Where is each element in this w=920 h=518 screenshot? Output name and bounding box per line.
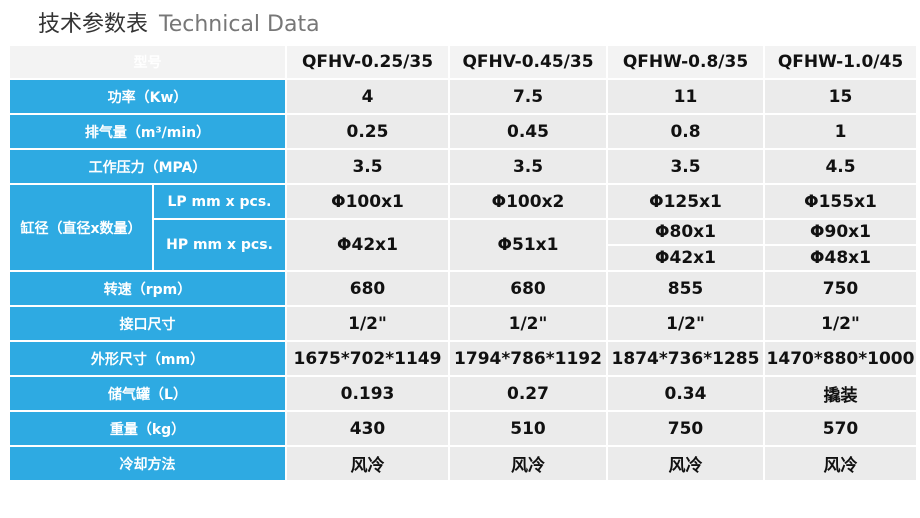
value-cell: 11 [606,78,765,115]
label-cell: 冷却方法 [8,445,287,482]
value-cell: 风冷 [448,445,608,482]
value-cell: 750 [763,270,918,307]
value-cell: 风冷 [606,445,765,482]
label-cell: 重量（kg） [8,410,287,447]
value-cell: QFHV-0.45/35 [448,44,608,80]
label-cell: 工作压力（MPA） [8,148,287,185]
value-cell: Φ42x1 [606,244,765,272]
value-cell: 1/2" [763,305,918,342]
spec-table: 型号 QFHV-0.25/35 QFHV-0.45/35 QFHW-0.8/35 QFH… [8,44,918,482]
label-cell: 转速（rpm） [8,270,287,307]
value-cell: 0.8 [606,113,765,150]
value-cell: 撬装 [763,375,918,412]
label-cell: 外形尺寸（mm） [8,340,287,377]
value-cell: 4.5 [763,148,918,185]
table-row: Φ42x1 Φ48x1 [9,244,918,272]
value-cell: 1/2" [606,305,765,342]
value-cell: 3.5 [285,148,450,185]
value-cell: 680 [285,270,450,307]
value-cell: 1/2" [448,305,608,342]
value-cell: Φ125x1 [606,183,765,220]
value-cell: 风冷 [763,445,918,482]
value-cell: 1 [763,113,918,150]
value-cell: QFHV-0.25/35 [285,44,450,80]
table-row: 外形尺寸（mm） 1675*702*1149 1794*786*1192 1874*7… [8,340,918,377]
value-cell: 0.34 [606,375,765,412]
value-cell: Φ90x1 [763,218,918,246]
value-cell: 0.27 [448,375,608,412]
value-cell: 855 [606,270,765,307]
table-row: 缸径（直径x数量） LP mm x pcs. Φ100x1 Φ100x2 Φ125x1 Φ… [8,183,918,272]
value-cell: 风冷 [285,445,450,482]
value-cell: QFHW-0.8/35 [606,44,765,80]
value-cell: 7.5 [448,78,608,115]
value-cell: 3.5 [606,148,765,185]
label-cell: HP mm x pcs. [152,218,287,272]
value-cell: Φ155x1 [763,183,918,220]
page-title: 技术参数表 Technical Data [38,6,320,38]
title-en: Technical Data [159,12,320,37]
value-cell: 750 [606,410,765,447]
label-cell: 功率（Kw） [8,78,287,115]
label-cell: 接口尺寸 [8,305,287,342]
value-cell: 0.45 [448,113,608,150]
value-cell: 0.193 [285,375,450,412]
value-cell: 1675*702*1149 [285,340,450,377]
value-cell: Φ80x1 [606,218,765,246]
value-cell: Φ100x1 [285,183,450,220]
table-row: HP mm x pcs. Φ42x1 Φ51x1 Φ80x1 Φ90x1 [9,218,918,272]
label-cell: 缸径（直径x数量） [8,183,154,272]
table-row: 型号 QFHV-0.25/35 QFHV-0.45/35 QFHW-0.8/35 QFH… [8,44,918,80]
value-cell: 1874*736*1285 [606,340,765,377]
table-row: 功率（Kw） 4 7.5 11 15 [8,78,918,115]
value-cell: Φ100x2 [448,183,608,220]
table-row: 排气量（m³/min） 0.25 0.45 0.8 1 [8,113,918,150]
value-cell: 15 [763,78,918,115]
value-cell: 4 [285,78,450,115]
value-cell: 0.25 [285,113,450,150]
value-cell: Φ51x1 [448,218,608,272]
value-cell: 1/2" [285,305,450,342]
value-cell: 1470*880*1000 [763,340,918,377]
table-row: 储气罐（L） 0.193 0.27 0.34 撬装 [8,375,918,412]
value-cell: 3.5 [448,148,608,185]
value-cell: Φ42x1 [285,218,450,272]
value-cell: 680 [448,270,608,307]
table-row: 转速（rpm） 680 680 855 750 [8,270,918,307]
label-cell: 型号 [8,44,287,80]
title-cn: 技术参数表 [38,12,149,37]
value-cell: 570 [763,410,918,447]
value-cell: Φ48x1 [763,244,918,272]
value-cell: 430 [285,410,450,447]
label-cell: 储气罐（L） [8,375,287,412]
table-row: 重量（kg） 430 510 750 570 [8,410,918,447]
value-cell: QFHW-1.0/45 [763,44,918,80]
label-cell: LP mm x pcs. [152,183,287,220]
value-cell: 1794*786*1192 [448,340,608,377]
label-cell: 排气量（m³/min） [8,113,287,150]
table-row: 工作压力（MPA） 3.5 3.5 3.5 4.5 [8,148,918,185]
value-cell: 510 [448,410,608,447]
table-row: 冷却方法 风冷 风冷 风冷 风冷 [8,445,918,482]
table-row: 接口尺寸 1/2" 1/2" 1/2" 1/2" [8,305,918,342]
